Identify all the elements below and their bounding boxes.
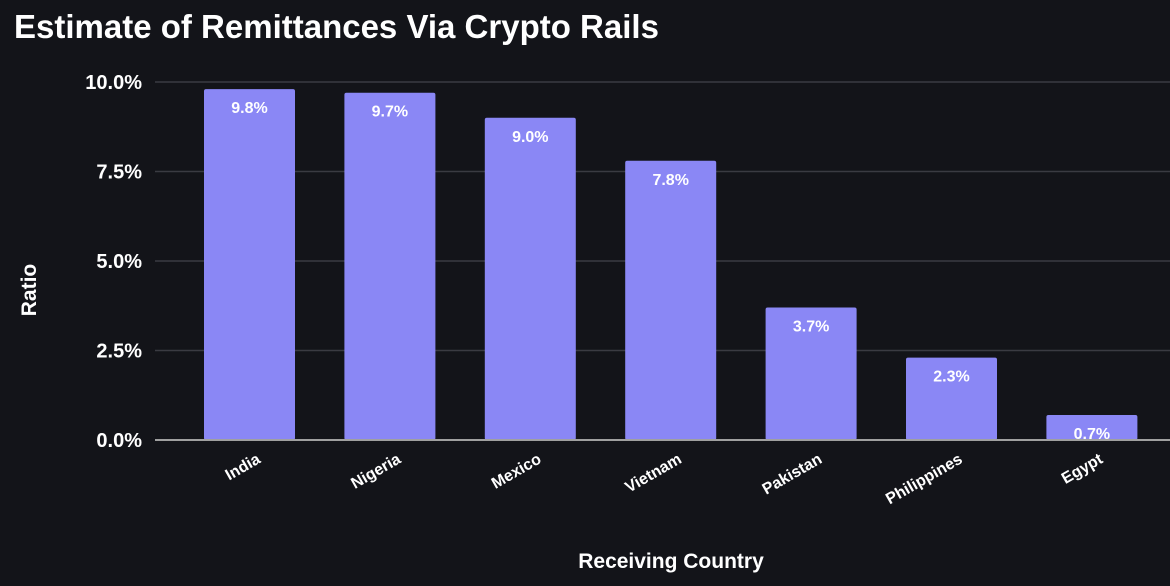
- y-axis-label: Ratio: [18, 264, 41, 317]
- data-label: 9.7%: [372, 104, 408, 121]
- bar-egypt: [1046, 414, 1138, 440]
- data-label: 9.0%: [512, 129, 548, 146]
- data-label: 3.7%: [793, 319, 829, 336]
- data-label: 2.3%: [933, 369, 969, 386]
- data-label: 0.7%: [1074, 426, 1110, 443]
- data-label: 9.8%: [231, 100, 267, 117]
- x-tick-label: Mexico: [489, 451, 545, 493]
- y-tick-label: 2.5%: [96, 341, 142, 363]
- y-tick-label: 7.5%: [96, 162, 142, 184]
- y-tick-label: 0.0%: [96, 430, 142, 452]
- bar-pakistan: [765, 307, 857, 440]
- bar-philippines: [906, 357, 997, 440]
- x-axis-label: Receiving Country: [578, 550, 764, 573]
- data-label: 7.8%: [652, 172, 688, 189]
- x-tick-label: Egypt: [1059, 450, 1107, 487]
- y-tick-label: 10.0%: [85, 72, 142, 94]
- x-tick-label: India: [223, 451, 264, 484]
- chart-title: Estimate of Remittances Via Crypto Rails: [14, 8, 659, 45]
- y-tick-label: 5.0%: [96, 251, 142, 273]
- bar-india: [204, 89, 295, 440]
- x-tick-label: Nigeria: [348, 451, 404, 493]
- bar-nigeria: [344, 92, 436, 441]
- x-tick-label: Pakistan: [760, 451, 825, 499]
- bar-mexico: [484, 117, 576, 441]
- x-tick-label: Vietnam: [623, 451, 685, 497]
- bar-vietnam: [625, 160, 717, 440]
- x-tick-label: Philippines: [883, 451, 965, 508]
